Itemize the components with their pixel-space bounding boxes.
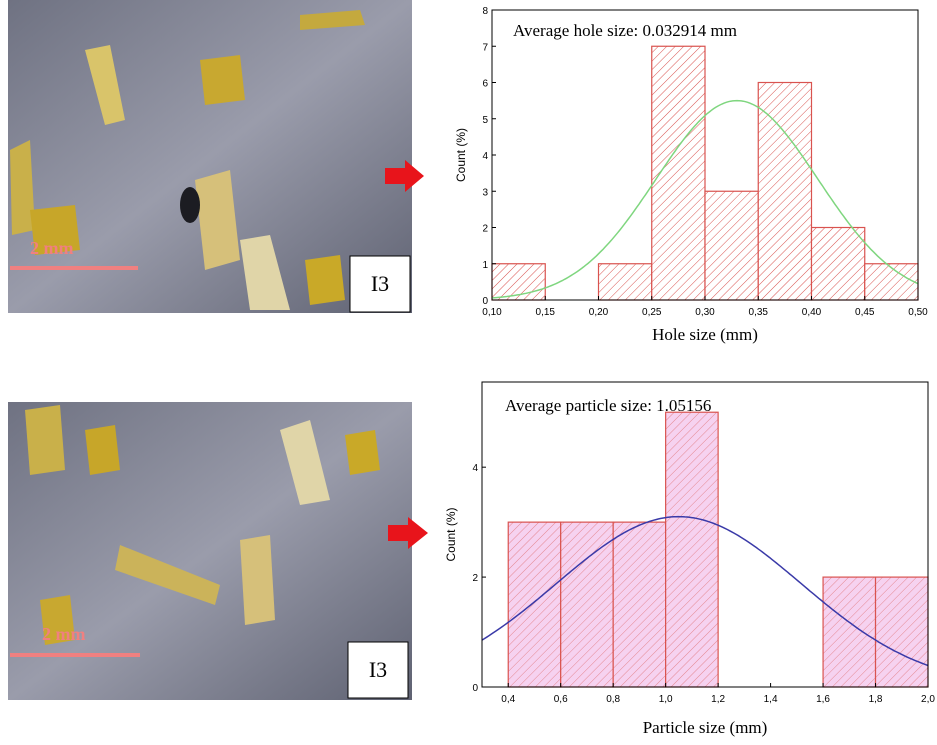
arrow <box>388 517 428 549</box>
y-axis-label: Count (%) <box>454 128 468 182</box>
x-tick-label: 0,45 <box>855 307 875 318</box>
bar <box>665 411 719 688</box>
x-tick-label: 1,8 <box>869 694 883 705</box>
histogram: 0 2 4 0,4 0,6 0,8 1,0 1,2 1,4 1,6 1,8 2,0 Particle s… <box>444 381 935 737</box>
x-tick-label: 0,25 <box>642 307 662 318</box>
y-tick-label: 8 <box>482 6 488 17</box>
y-tick-label: 5 <box>482 115 488 126</box>
annotation: Average particle size: 1.05156 <box>505 396 711 415</box>
scale-label: 2 mm <box>30 238 74 258</box>
y-tick-label: 7 <box>482 42 488 53</box>
x-tick-label: 0,6 <box>554 694 568 705</box>
y-tick-label: 2 <box>482 224 488 235</box>
bar <box>704 190 759 301</box>
photo-2: 2 mm I3 <box>8 402 412 700</box>
bar <box>810 226 866 301</box>
y-tick-label: 1 <box>482 260 488 271</box>
x-tick-label: 0,50 <box>908 307 928 318</box>
fit-curve <box>481 515 929 667</box>
y-tick-label: 0 <box>482 296 488 307</box>
x-tick-label: 0,35 <box>749 307 769 318</box>
x-tick-label: 0,15 <box>536 307 556 318</box>
x-tick-label: 1,6 <box>816 694 830 705</box>
x-tick-label: 0,4 <box>501 694 515 705</box>
fit-curve <box>491 99 919 299</box>
x-tick-label: 1,0 <box>659 694 673 705</box>
y-axis-label: Count (%) <box>444 507 458 561</box>
bar <box>822 576 877 688</box>
image-label: I3 <box>369 657 387 682</box>
y-tick-label: 4 <box>482 151 488 162</box>
plot-frame <box>481 381 929 688</box>
bar <box>757 81 813 301</box>
x-axis-label: Hole size (mm) <box>652 325 758 344</box>
photo-1: 2 mm I3 <box>8 0 412 313</box>
x-tick-label: 0,8 <box>606 694 620 705</box>
arrow <box>385 160 424 192</box>
y-tick-label: 6 <box>482 79 488 90</box>
annotation: Average hole size: 0.032914 mm <box>513 21 737 40</box>
y-tick-label: 2 <box>472 573 478 584</box>
x-tick-label: 1,2 <box>711 694 725 705</box>
histogram: 0 1 2 3 4 5 6 7 8 0,10 0,15 0,20 0,25 0,30 0,35 0,40 0,4… <box>454 6 928 344</box>
x-tick-label: 2,0 <box>921 694 935 705</box>
y-tick-label: 3 <box>482 187 488 198</box>
bar <box>612 521 667 688</box>
x-axis-label: Particle size (mm) <box>643 718 768 737</box>
bar <box>560 521 614 688</box>
bar <box>507 521 562 688</box>
y-tick-label: 4 <box>472 463 478 474</box>
x-tick-label: 0,20 <box>589 307 609 318</box>
bar <box>597 263 653 301</box>
x-tick-label: 0,40 <box>802 307 822 318</box>
x-tick-label: 0,10 <box>482 307 502 318</box>
bar <box>864 263 919 301</box>
bar <box>874 576 929 688</box>
x-tick-label: 1,4 <box>764 694 778 705</box>
scale-label: 2 mm <box>42 624 86 644</box>
y-tick-label: 0 <box>472 683 478 694</box>
image-label: I3 <box>371 271 389 296</box>
x-tick-label: 0,30 <box>695 307 715 318</box>
